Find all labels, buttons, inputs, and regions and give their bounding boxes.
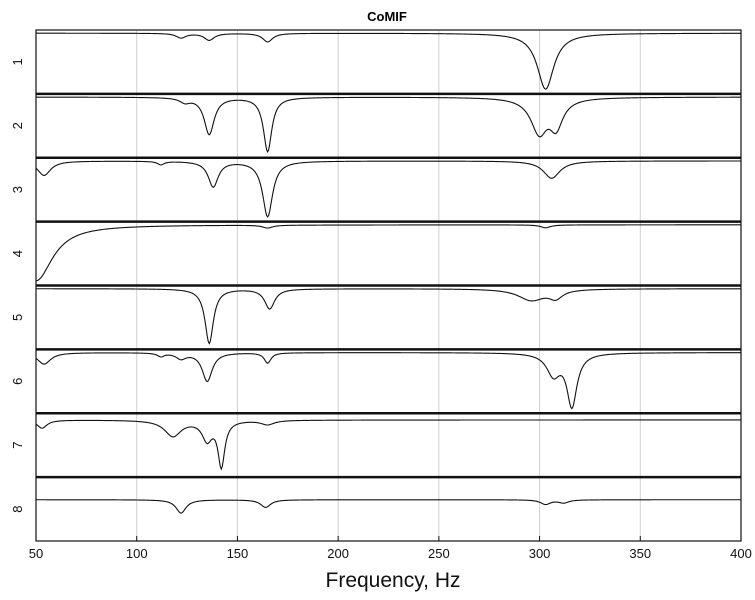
- x-tick-label: 200: [327, 546, 349, 561]
- row-label-layer: 1 2 3 4 5 6 7 8: [10, 58, 25, 512]
- row-label: 4: [10, 250, 25, 257]
- row-label: 2: [10, 122, 25, 129]
- row-label: 6: [10, 378, 25, 385]
- row-label: 7: [10, 442, 25, 449]
- row-label: 1: [10, 58, 25, 65]
- x-axis-label: Frequency, Hz: [326, 569, 461, 592]
- frame-layer: [35, 29, 742, 542]
- series-line-row-7: [35, 419, 741, 471]
- plot-frame: [35, 29, 742, 542]
- x-tick-label: 400: [730, 546, 752, 561]
- x-tick-label: 150: [227, 546, 249, 561]
- x-tick-label: 100: [126, 546, 148, 561]
- row-label: 5: [10, 314, 25, 321]
- series-line-row-2: [35, 96, 741, 154]
- series-line-row-1: [36, 32, 741, 90]
- x-tick-label: 350: [629, 546, 651, 561]
- series-line-row-5: [36, 288, 741, 345]
- x-tick-label: 300: [529, 546, 551, 561]
- series-line-row-6: [35, 352, 741, 410]
- tick-layer: 50 100 150 200 250 300 350 400: [29, 536, 752, 561]
- row-label: 8: [10, 505, 25, 512]
- chart-title: CoMIF: [367, 9, 407, 24]
- row-label: 3: [10, 186, 25, 193]
- curve-layer: [35, 32, 741, 514]
- series-line-row-4: [35, 224, 741, 282]
- series-line-row-8: [36, 499, 741, 514]
- x-tick-label: 250: [428, 546, 450, 561]
- x-tick-label: 50: [29, 546, 43, 561]
- series-line-row-3: [35, 160, 741, 218]
